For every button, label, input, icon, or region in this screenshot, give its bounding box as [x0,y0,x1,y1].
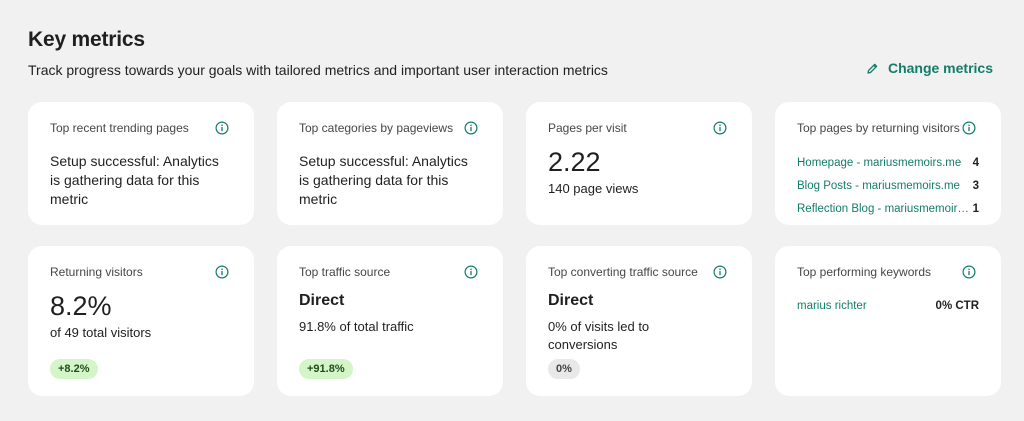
ctr-value: 0% CTR [935,300,979,312]
key-metrics-header: Key metrics Track progress towards your … [28,28,996,78]
info-icon[interactable] [962,121,976,135]
card-pages-per-visit: Pages per visit 2.22 140 page views [526,102,752,225]
page-link[interactable]: Blog Posts - mariusmemoirs.me [797,180,960,192]
info-icon[interactable] [215,265,229,279]
page-subtitle: Track progress towards your goals with t… [28,62,608,78]
metrics-grid: Top recent trending pages Setup successf… [28,102,1001,396]
visit-count: 4 [972,157,979,169]
card-top-categories: Top categories by pageviews Setup succes… [277,102,503,225]
metric-sub: 91.8% of total traffic [299,319,414,334]
card-title: Top categories by pageviews [299,121,454,135]
metric-sub: 140 page views [548,181,639,196]
setup-message: Setup successful: Analytics is gathering… [299,153,468,207]
metric-sub: of 49 total visitors [50,325,152,340]
card-top-traffic-source: Top traffic source Direct 91.8% of total… [277,246,503,396]
list-item: Reflection Blog - mariusmemoirs.me 1 [797,199,979,219]
card-top-keywords: Top performing keywords marius richter 0… [775,246,1001,396]
page-list: Homepage - mariusmemoirs.me 4 Blog Posts… [797,153,979,219]
card-trending-pages: Top recent trending pages Setup successf… [28,102,254,225]
card-title: Top traffic source [299,265,391,279]
info-icon[interactable] [464,121,478,135]
info-icon[interactable] [713,265,727,279]
list-item: Homepage - mariusmemoirs.me 4 [797,153,979,173]
card-title: Returning visitors [50,265,143,279]
pencil-icon [866,62,879,75]
card-top-converting-source: Top converting traffic source Direct 0% … [526,246,752,396]
card-returning-visitors: Returning visitors 8.2% of 49 total visi… [28,246,254,396]
change-badge: +91.8% [299,359,353,379]
page-link[interactable]: Reflection Blog - mariusmemoirs.me [797,203,969,215]
visit-count: 3 [972,180,979,192]
info-icon[interactable] [713,121,727,135]
setup-message: Setup successful: Analytics is gathering… [50,153,219,207]
page-title: Key metrics [28,28,145,51]
metric-value: Direct [299,292,345,309]
metric-value: 8.2% [50,291,112,321]
change-badge: 0% [548,359,580,379]
keyword-link[interactable]: marius richter [797,300,867,312]
info-icon[interactable] [962,265,976,279]
card-returning-pages: Top pages by returning visitors Homepage… [775,102,1001,225]
metric-value: Direct [548,292,594,309]
card-title: Top pages by returning visitors [797,121,960,135]
info-icon[interactable] [215,121,229,135]
card-title: Top recent trending pages [50,121,189,135]
card-title: Pages per visit [548,121,627,135]
visit-count: 1 [972,203,979,215]
change-badge: +8.2% [50,359,98,379]
change-metrics-button[interactable]: Change metrics [866,60,993,76]
info-icon[interactable] [464,265,478,279]
card-title: Top performing keywords [797,265,932,279]
change-metrics-label: Change metrics [887,60,993,76]
metric-value: 2.22 [548,147,601,177]
metric-sub: 0% of visits led to conversions [548,319,650,352]
card-title: Top converting traffic source [548,265,698,279]
list-item: marius richter 0% CTR [797,300,979,312]
page-link[interactable]: Homepage - mariusmemoirs.me [797,157,962,169]
list-item: Blog Posts - mariusmemoirs.me 3 [797,176,979,196]
